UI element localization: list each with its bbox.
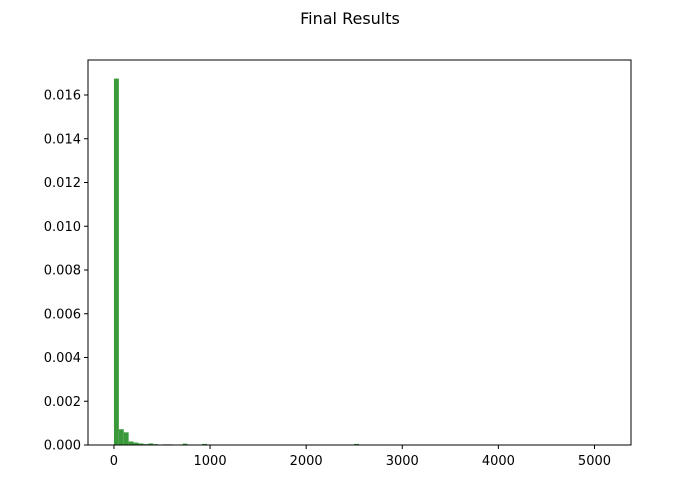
histogram-bar-13 <box>202 443 208 445</box>
y-tick-label: 0.016 <box>44 89 81 104</box>
histogram-bar-0 <box>113 78 119 445</box>
y-tick-label: 0.012 <box>44 176 81 191</box>
histogram-bar-1 <box>118 429 124 445</box>
chart-title: Final Results <box>300 9 400 28</box>
histogram-bar-4 <box>133 442 139 445</box>
histogram-bar-11 <box>182 443 188 445</box>
histogram-bar-5 <box>138 443 144 445</box>
y-tick-label: 0.014 <box>44 132 81 147</box>
y-tick-label: 0.000 <box>44 439 81 454</box>
histogram-bar-7 <box>148 443 154 445</box>
y-tick-label: 0.004 <box>44 351 81 366</box>
x-tick-label: 1000 <box>194 454 227 469</box>
x-tick-label: 2000 <box>290 454 323 469</box>
x-tick-label: 5000 <box>578 454 611 469</box>
x-tick-label: 0 <box>110 454 118 469</box>
x-tick-label: 4000 <box>482 454 515 469</box>
plot-frame <box>87 59 632 446</box>
y-axis: 0.000 0.002 0.004 0.006 0.008 0.010 0.012 0.014… <box>44 89 88 454</box>
bars-group <box>113 78 605 446</box>
y-tick-label: 0.010 <box>44 220 81 235</box>
y-tick-label: 0.008 <box>44 264 81 279</box>
y-tick-label: 0.006 <box>44 307 81 322</box>
x-tick-label: 3000 <box>386 454 419 469</box>
y-tick-label: 0.002 <box>44 395 81 410</box>
histogram-bar-16 <box>354 443 360 445</box>
histogram-bar-3 <box>128 441 134 445</box>
histogram-bar-2 <box>123 432 129 445</box>
x-axis: 0 1000 2000 3000 4000 5000 <box>110 445 611 469</box>
